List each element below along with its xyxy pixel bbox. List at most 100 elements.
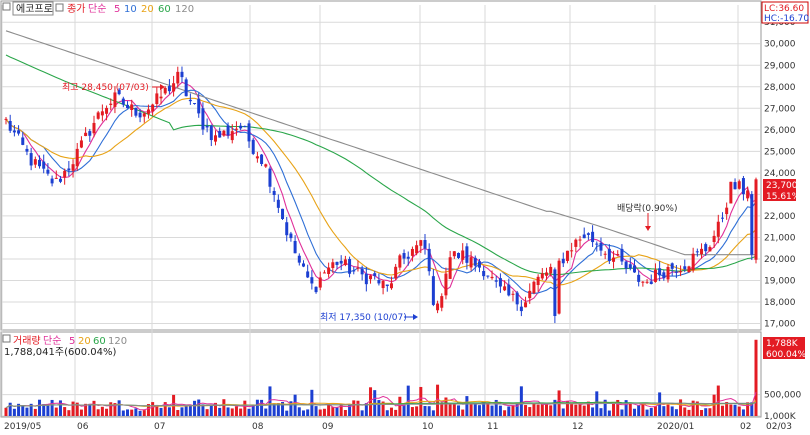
y-tick-label: 28,000 bbox=[764, 83, 796, 93]
volume-bar bbox=[155, 404, 159, 416]
volume-bar bbox=[213, 402, 217, 416]
candle-body bbox=[436, 303, 440, 311]
y-tick-label: 25,000 bbox=[764, 147, 796, 157]
candle-body bbox=[130, 104, 134, 110]
volume-bar bbox=[38, 399, 42, 416]
volume-bar bbox=[465, 396, 469, 416]
y-tick-label: 20,000 bbox=[764, 255, 796, 265]
high-annotation: 최고 28,450 (07/03) bbox=[62, 82, 165, 93]
candle-body bbox=[226, 125, 230, 136]
volume-bar bbox=[113, 403, 117, 416]
volume-bar bbox=[360, 410, 364, 416]
volume-bar bbox=[729, 404, 733, 416]
price-legend[interactable]: 에코프로 종가 단순 5 10 20 60 120 bbox=[2, 1, 194, 16]
candle-body bbox=[318, 277, 322, 288]
candle-body bbox=[17, 130, 21, 134]
volume-ma-5[interactable]: 5 bbox=[69, 336, 75, 347]
volume-bar bbox=[138, 410, 142, 416]
moving-average-lines bbox=[5, 30, 757, 302]
volume-ma-20[interactable]: 20 bbox=[78, 336, 91, 347]
candle-body bbox=[54, 177, 58, 179]
candle-body bbox=[620, 248, 624, 262]
volume-bar bbox=[109, 402, 113, 416]
candle-body bbox=[444, 273, 448, 296]
volume-bar bbox=[720, 405, 724, 416]
volume-bar bbox=[163, 402, 167, 416]
volume-bar bbox=[754, 339, 758, 416]
candle-body bbox=[641, 281, 645, 283]
volume-bar bbox=[490, 405, 494, 416]
collapse-icon[interactable] bbox=[2, 2, 11, 11]
volume-bar bbox=[725, 401, 729, 416]
volume-bar bbox=[205, 409, 209, 416]
volume-bar bbox=[276, 403, 280, 416]
x-tick-label: 08 bbox=[252, 422, 264, 432]
volume-bar bbox=[632, 408, 636, 416]
volume-bar bbox=[750, 402, 754, 416]
volume-bar bbox=[12, 408, 16, 416]
candle-body bbox=[482, 270, 486, 277]
ma-period-20[interactable]: 20 bbox=[141, 4, 154, 15]
volume-bar bbox=[352, 400, 356, 416]
ma-period-120[interactable]: 120 bbox=[175, 4, 194, 15]
y-tick-label: 21,000 bbox=[764, 233, 796, 243]
candle-body bbox=[507, 284, 511, 296]
candle-body bbox=[725, 207, 729, 215]
y-tick-label: 18,000 bbox=[764, 298, 796, 308]
ma-period-5[interactable]: 5 bbox=[114, 4, 120, 15]
volume-bar bbox=[88, 403, 92, 416]
candle-body bbox=[565, 250, 569, 261]
volume-bar bbox=[741, 409, 745, 416]
volume-ma-120[interactable]: 120 bbox=[108, 336, 127, 347]
x-tick-label: 07 bbox=[154, 422, 165, 432]
settings-icon[interactable] bbox=[55, 3, 64, 12]
volume-ma-type: 단순 bbox=[43, 335, 61, 347]
candle-body bbox=[121, 98, 125, 105]
candle-body bbox=[486, 275, 490, 277]
volume-bar bbox=[545, 403, 549, 416]
volume-bar bbox=[33, 408, 37, 416]
candle-body bbox=[586, 233, 590, 235]
volume-bar bbox=[612, 403, 616, 416]
volume-bar bbox=[582, 405, 586, 416]
volume-bar bbox=[444, 397, 448, 416]
candle-body bbox=[410, 248, 414, 256]
candle-body bbox=[687, 266, 691, 273]
candle-body bbox=[327, 267, 331, 274]
x-tick-label: 09 bbox=[322, 422, 334, 432]
volume-bar bbox=[473, 402, 477, 416]
y-tick-label: 24,000 bbox=[764, 169, 796, 179]
candle-body bbox=[251, 139, 255, 154]
volume-y-tick-label: 500,000 bbox=[764, 391, 801, 401]
candle-body bbox=[519, 306, 523, 312]
volume-bar bbox=[268, 386, 272, 416]
symbol-box[interactable] bbox=[12, 1, 54, 16]
candle-body bbox=[25, 148, 29, 152]
volume-bar bbox=[176, 410, 180, 416]
ma-period-10[interactable]: 10 bbox=[124, 4, 137, 15]
ma-period-60[interactable]: 60 bbox=[158, 4, 171, 15]
candle-body bbox=[33, 159, 37, 165]
volume-bar bbox=[264, 408, 268, 416]
candle-body bbox=[281, 208, 285, 219]
volume-bar bbox=[641, 402, 645, 416]
candle-body bbox=[197, 98, 201, 114]
ma-20-line bbox=[5, 97, 757, 286]
volume-settings-icon[interactable] bbox=[2, 334, 11, 343]
volume-bar bbox=[565, 401, 569, 416]
dividend-annotation: 배당락(0.90%) bbox=[617, 202, 677, 231]
candle-body bbox=[616, 254, 620, 256]
volume-bar bbox=[415, 406, 419, 416]
volume-bar bbox=[591, 407, 595, 416]
candle-body bbox=[84, 132, 88, 137]
volume-bar bbox=[243, 400, 247, 416]
volume-bar bbox=[193, 400, 197, 416]
candle-body bbox=[4, 118, 8, 120]
volume-ma-60[interactable]: 60 bbox=[93, 336, 106, 347]
candle-body bbox=[117, 89, 121, 95]
volume-bar bbox=[339, 403, 343, 416]
ma-type-label: 단순 bbox=[88, 3, 106, 15]
volume-legend[interactable]: 거래량 단순 5 20 60 120 1,788,041주(600.04%) bbox=[2, 334, 127, 358]
volume-bar bbox=[381, 401, 385, 416]
volume-bar bbox=[540, 403, 544, 416]
